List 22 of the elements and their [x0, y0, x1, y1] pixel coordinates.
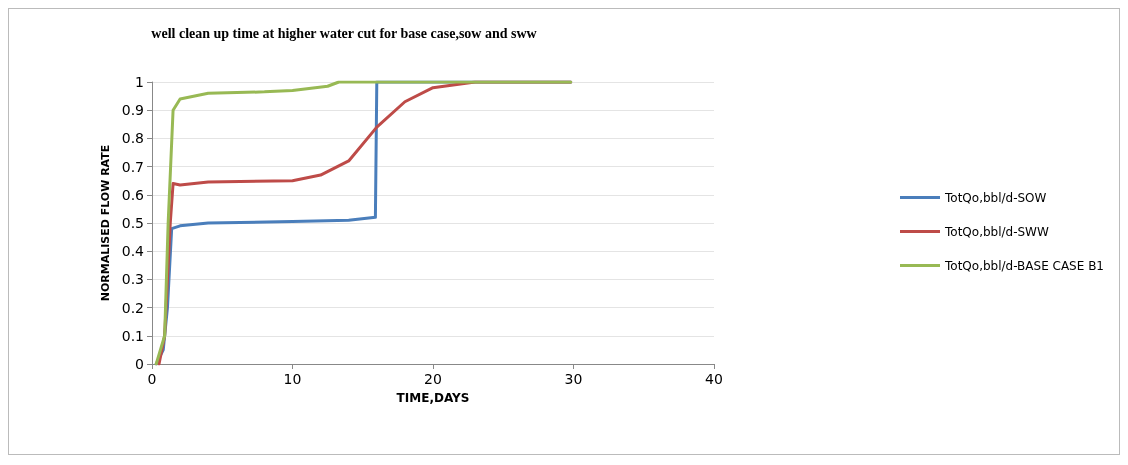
x-axis-title: TIME,DAYS [396, 391, 470, 405]
y-tick-label: 0.7 [121, 158, 144, 175]
x-tick-label: 40 [705, 371, 723, 387]
y-tick-label: 0.8 [121, 130, 144, 147]
y-tick-label: 0.5 [121, 215, 144, 231]
y-tick-label: 0 [135, 356, 144, 372]
y-tick-label: 0.9 [121, 102, 144, 119]
y-tick-label: 0.2 [121, 299, 144, 316]
y-tick-label: 1 [135, 74, 144, 90]
y-tick-label: 0.6 [121, 186, 145, 203]
legend-label: TotQo,bbl/d-BASE CASE B1 [944, 258, 1105, 273]
y-tick-label: 0.3 [121, 271, 144, 288]
x-tick-label: 20 [424, 371, 442, 387]
legend-label: TotQo,bbl/d-SWW [944, 224, 1049, 239]
y-tick-label: 0.1 [121, 327, 144, 344]
x-tick-label: 30 [564, 371, 583, 387]
chart-title: well clean up time at higher water cut for base case,sow and sww [151, 25, 538, 41]
x-tick-label: 10 [283, 371, 302, 387]
y-axis-title: NORMALISED FLOW RATE [98, 144, 112, 302]
x-tick-label: 0 [147, 371, 157, 387]
y-tick-label: 0.4 [121, 243, 145, 260]
legend-label: TotQo,bbl/d-SOW [944, 190, 1047, 205]
